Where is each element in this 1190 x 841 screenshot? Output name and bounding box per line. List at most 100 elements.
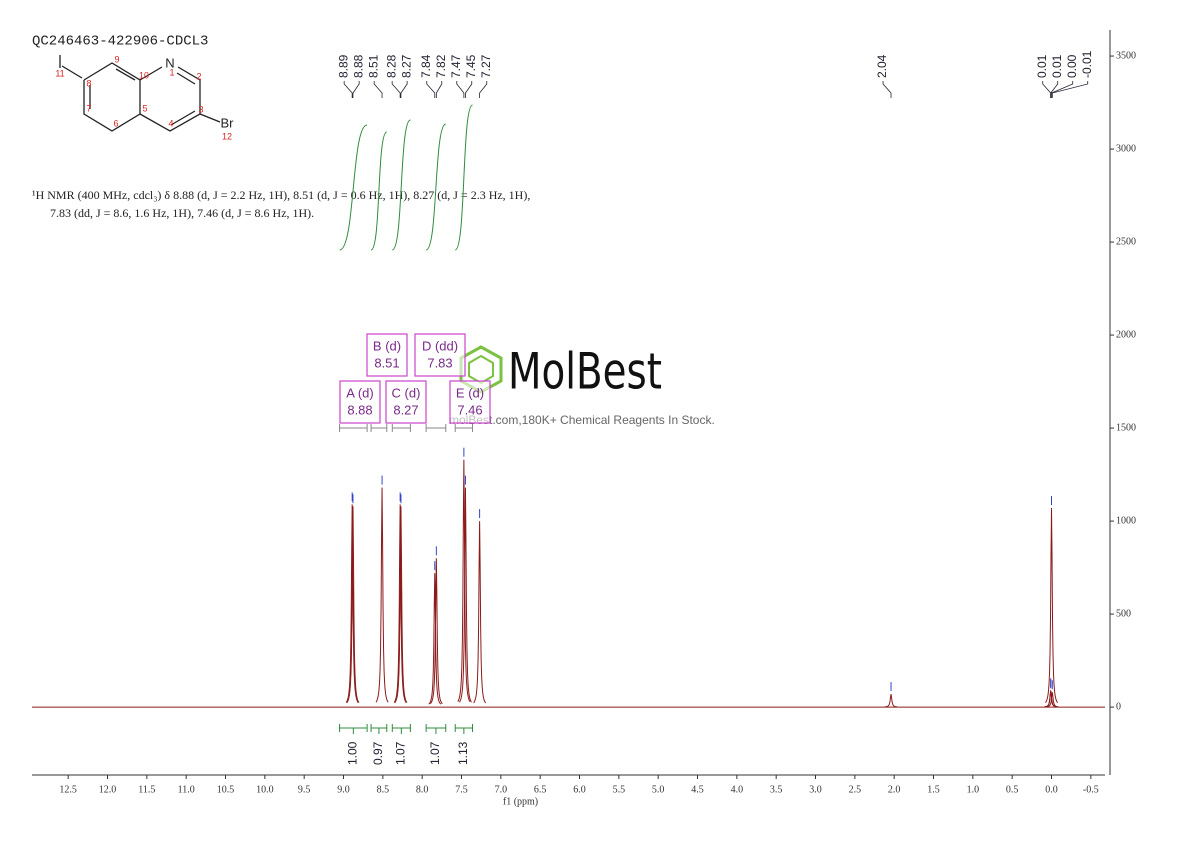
y-tick-label: 2500: [1116, 236, 1136, 247]
x-tick-label: 1.5: [927, 784, 940, 795]
x-tick-label: 10.0: [256, 784, 274, 795]
peak-label: 7.47: [449, 54, 463, 78]
chart-title: QC246463-422906-CDCL3: [32, 34, 208, 50]
x-tick-label: 2.0: [888, 784, 901, 795]
description-line: 7.83 (dd, J = 8.6, 1.6 Hz, 1H), 7.46 (d,…: [50, 206, 314, 220]
peak-label: 7.45: [464, 54, 478, 78]
x-tick-label: 1.0: [967, 784, 980, 795]
peak: [394, 506, 408, 703]
x-tick-label: 12.5: [59, 784, 77, 795]
peak-label-leader: [373, 81, 383, 98]
peak: [457, 459, 471, 702]
peak-label: 0.01: [1035, 54, 1049, 78]
peak: [473, 521, 487, 704]
x-tick-label: 8.0: [416, 784, 429, 795]
x-tick-label: 4.5: [691, 784, 704, 795]
integral-curve: [339, 124, 368, 251]
x-tick-label: 5.5: [613, 784, 626, 795]
x-tick-label: 11.0: [178, 784, 195, 795]
atom-label: Br: [221, 115, 235, 130]
peak: [428, 573, 442, 705]
peak-label-leader: [435, 81, 443, 98]
peak-label: 7.82: [434, 54, 448, 78]
integral-curve: [391, 119, 411, 251]
atom-number: 3: [198, 104, 203, 114]
y-tick-label: 1500: [1116, 422, 1136, 433]
peak-label-leader: [426, 81, 436, 98]
integral-label: 1.00: [346, 741, 360, 765]
peak-label: 8.88: [351, 54, 365, 78]
x-tick-label: 11.5: [138, 784, 155, 795]
x-axis-label: f1 (ppm): [503, 796, 538, 807]
peak: [459, 487, 472, 703]
peak-label-leader: [391, 81, 401, 98]
watermark-brand: MolBest: [508, 343, 662, 401]
atom-number: 11: [55, 68, 64, 78]
peak-label: -0.01: [1080, 50, 1094, 78]
multiplet-shift: 8.27: [393, 402, 418, 417]
x-tick-label: 9.0: [337, 784, 350, 795]
y-tick-label: 1000: [1116, 515, 1136, 526]
peak-label: 8.27: [399, 54, 413, 78]
x-tick-label: 4.0: [731, 784, 744, 795]
x-tick-label: 7.5: [455, 784, 468, 795]
x-tick-label: 6.0: [573, 784, 586, 795]
atom-number: 1: [169, 67, 174, 77]
peak-label: 2.04: [875, 54, 889, 78]
multiplet-box: [414, 333, 466, 377]
peak: [884, 693, 898, 708]
integral-curve: [370, 131, 388, 251]
peak-label-leader: [465, 81, 473, 98]
x-tick-label: 6.5: [534, 784, 547, 795]
peak-label-leader: [352, 81, 360, 98]
peak-label: 7.27: [479, 54, 493, 78]
peak-label-leader: [343, 81, 353, 98]
y-tick-label: 0: [1116, 701, 1121, 712]
multiplet-shift: 7.83: [427, 355, 452, 370]
atom-number: 7: [86, 103, 91, 113]
atom-number: 10: [139, 70, 149, 80]
multiplet-name: C (d): [392, 385, 421, 400]
peak-label-leader: [1050, 81, 1059, 98]
atom-number: 5: [142, 103, 147, 113]
peak-label-leader: [1042, 81, 1052, 98]
peak-label: 7.84: [419, 54, 433, 78]
multiplet-range: [391, 424, 411, 432]
multiplet-range: [339, 424, 368, 432]
watermark-tagline: molBest.com,180K+ Chemical Reagents In S…: [449, 413, 715, 427]
peak-label-leader: [400, 81, 408, 98]
integral-label: 0.97: [371, 741, 385, 765]
integral-label: 1.13: [456, 741, 470, 765]
integral-label: 1.07: [394, 741, 408, 765]
integral-curve: [425, 123, 447, 251]
y-tick-label: 3500: [1116, 50, 1136, 61]
atom-number: 2: [196, 71, 201, 81]
multiplet-range: [425, 424, 447, 432]
multiplet-shift: 7.46: [457, 402, 482, 417]
multiplet-shift: 8.88: [347, 402, 372, 417]
peak-label: 0.00: [1065, 54, 1079, 78]
description-line: ¹H NMR (400 MHz, cdcl₃) δ 8.88 (d, J = 2…: [32, 188, 530, 202]
y-tick-label: 2000: [1116, 329, 1136, 340]
atom-label: N: [165, 55, 174, 70]
x-tick-label: -0.5: [1083, 784, 1099, 795]
peak: [346, 506, 360, 703]
x-tick-label: 0.0: [1045, 784, 1058, 795]
peak-label: 8.51: [366, 54, 380, 78]
atom-number: 6: [113, 118, 118, 128]
molecule-skeleton: [59, 55, 221, 132]
y-tick-label: 3000: [1116, 143, 1136, 154]
multiplet-box: [449, 380, 491, 424]
multiplet-box: [385, 380, 427, 424]
peak-label-leader: [1051, 81, 1074, 98]
multiplet-range: [370, 424, 388, 432]
x-tick-label: 2.5: [849, 784, 862, 795]
atom-number: 8: [86, 78, 91, 88]
multiplet-name: E (d): [456, 385, 484, 400]
integral-label: 1.07: [428, 741, 442, 765]
x-tick-label: 0.5: [1006, 784, 1019, 795]
x-tick-label: 9.5: [298, 784, 311, 795]
multiplet-shift: 8.51: [374, 355, 399, 370]
